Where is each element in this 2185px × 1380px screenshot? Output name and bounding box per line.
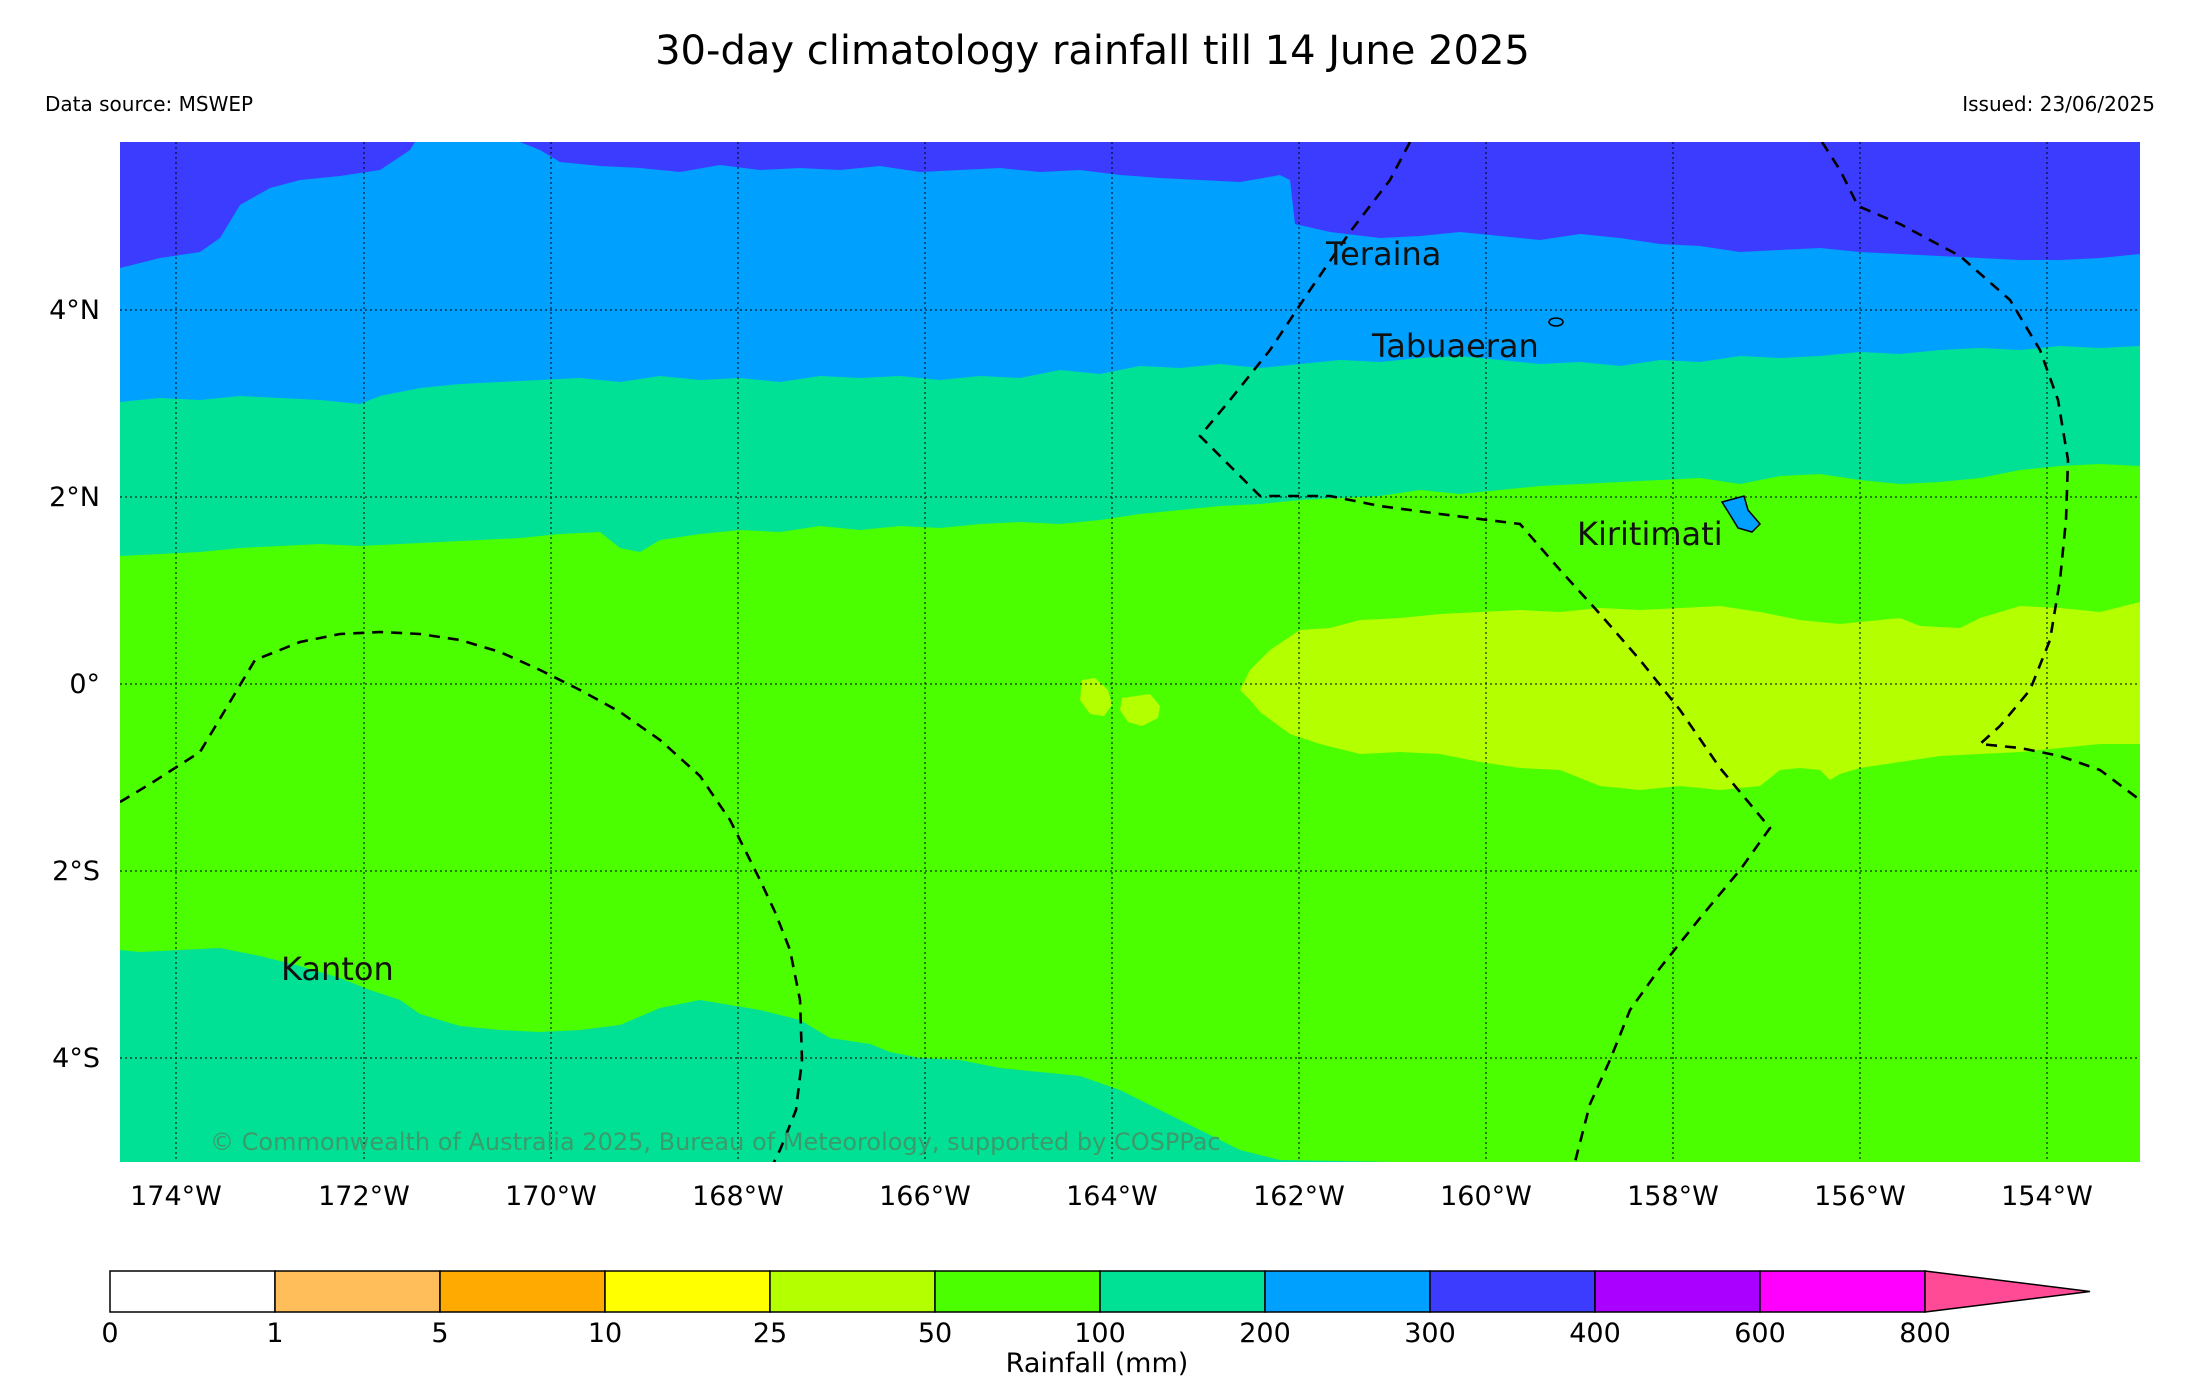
colorbar-tick-label: 300	[1404, 1318, 1456, 1349]
lon-tick-154w: 154°W	[2001, 1181, 2093, 1212]
data-source-label: Data source: MSWEP	[45, 92, 254, 116]
eez-boundaries	[120, 142, 2140, 1162]
eez-line-east	[1820, 142, 2140, 802]
issued-date-label: Issued: 23/06/2025	[1962, 92, 2155, 116]
colorbar-swatch	[1429, 1270, 1596, 1313]
lon-tick-174w: 174°W	[130, 1181, 222, 1212]
kiritimati-island-outline	[1720, 495, 1762, 533]
lon-tick-166w: 166°W	[879, 1181, 971, 1212]
colorbar-title: Rainfall (mm)	[1006, 1348, 1189, 1379]
rainfall-field: Teraina Tabuaeran Kiritimati Kanton © Co…	[120, 142, 2140, 1162]
lon-tick-172w: 172°W	[318, 1181, 410, 1212]
place-label-tabuaeran: Tabuaeran	[1371, 327, 1539, 365]
colorbar-extend-arrow	[1924, 1270, 2091, 1313]
lon-tick-164w: 164°W	[1066, 1181, 1158, 1212]
lat-tick-labels: 4°N 2°N 0° 2°S 4°S	[49, 295, 100, 1074]
colorbar-swatch	[934, 1270, 1101, 1313]
lon-tick-168w: 168°W	[692, 1181, 784, 1212]
colorbar-swatch	[1099, 1270, 1266, 1313]
colorbar-swatch	[439, 1270, 606, 1313]
colorbar-tick-label: 800	[1899, 1318, 1951, 1349]
lon-tick-162w: 162°W	[1253, 1181, 1345, 1212]
lat-tick-4n: 4°N	[49, 295, 100, 326]
colorbar-tick-labels: 0 1 5 10 25 50 100 200 300 400 600 800	[101, 1318, 1950, 1349]
colorbar-swatch	[1759, 1270, 1926, 1313]
lon-tick-labels: 174°W 172°W 170°W 168°W 166°W 164°W 162°…	[130, 1181, 2093, 1212]
eez-line-line-islands	[1198, 142, 1772, 1162]
colorbar-swatch	[109, 1270, 276, 1313]
lon-tick-170w: 170°W	[505, 1181, 597, 1212]
colorbar-tick-label: 25	[753, 1318, 787, 1349]
colorbar-tick-label: 600	[1734, 1318, 1786, 1349]
colorbar-tick-label: 0	[101, 1318, 118, 1349]
graticule	[120, 142, 2140, 1162]
place-label-kanton: Kanton	[281, 950, 394, 988]
colorbar-tick-label: 200	[1239, 1318, 1291, 1349]
lat-tick-2n: 2°N	[49, 482, 100, 513]
colorbar-tick-label: 5	[431, 1318, 448, 1349]
tabuaeran-island-outline	[1548, 317, 1564, 327]
lat-tick-2s: 2°S	[52, 856, 100, 887]
colorbar-swatch	[1594, 1270, 1761, 1313]
colorbar-tick-label: 50	[918, 1318, 952, 1349]
lat-tick-4s: 4°S	[52, 1043, 100, 1074]
colorbar-tick-label: 400	[1569, 1318, 1621, 1349]
zone-25-50-islet-b	[1120, 694, 1160, 726]
place-label-teraina: Teraina	[1325, 235, 1441, 273]
place-label-kiritimati: Kiritimati	[1577, 515, 1723, 553]
colorbar-swatch	[769, 1270, 936, 1313]
colorbar-tick-label: 1	[266, 1318, 283, 1349]
lon-tick-156w: 156°W	[1814, 1181, 1906, 1212]
colorbar-swatch	[1264, 1270, 1431, 1313]
lon-tick-160w: 160°W	[1440, 1181, 1532, 1212]
zone-25-50	[1240, 602, 2140, 790]
zone-25-50-islet-a	[1080, 678, 1112, 716]
map-title: 30-day climatology rainfall till 14 June…	[655, 28, 1530, 74]
copyright-notice: © Commonwealth of Australia 2025, Bureau…	[210, 1128, 1221, 1156]
lon-tick-158w: 158°W	[1627, 1181, 1719, 1212]
colorbar-tick-label: 10	[588, 1318, 622, 1349]
colorbar-swatch	[274, 1270, 441, 1313]
colorbar-tick-label: 100	[1074, 1318, 1126, 1349]
lat-tick-0: 0°	[69, 669, 100, 700]
colorbar-swatches	[109, 1270, 2091, 1313]
colorbar: 0 1 5 10 25 50 100 200 300 400 600 800 Rainfall (mm…	[101, 1270, 2091, 1379]
colorbar-swatch	[604, 1270, 771, 1313]
